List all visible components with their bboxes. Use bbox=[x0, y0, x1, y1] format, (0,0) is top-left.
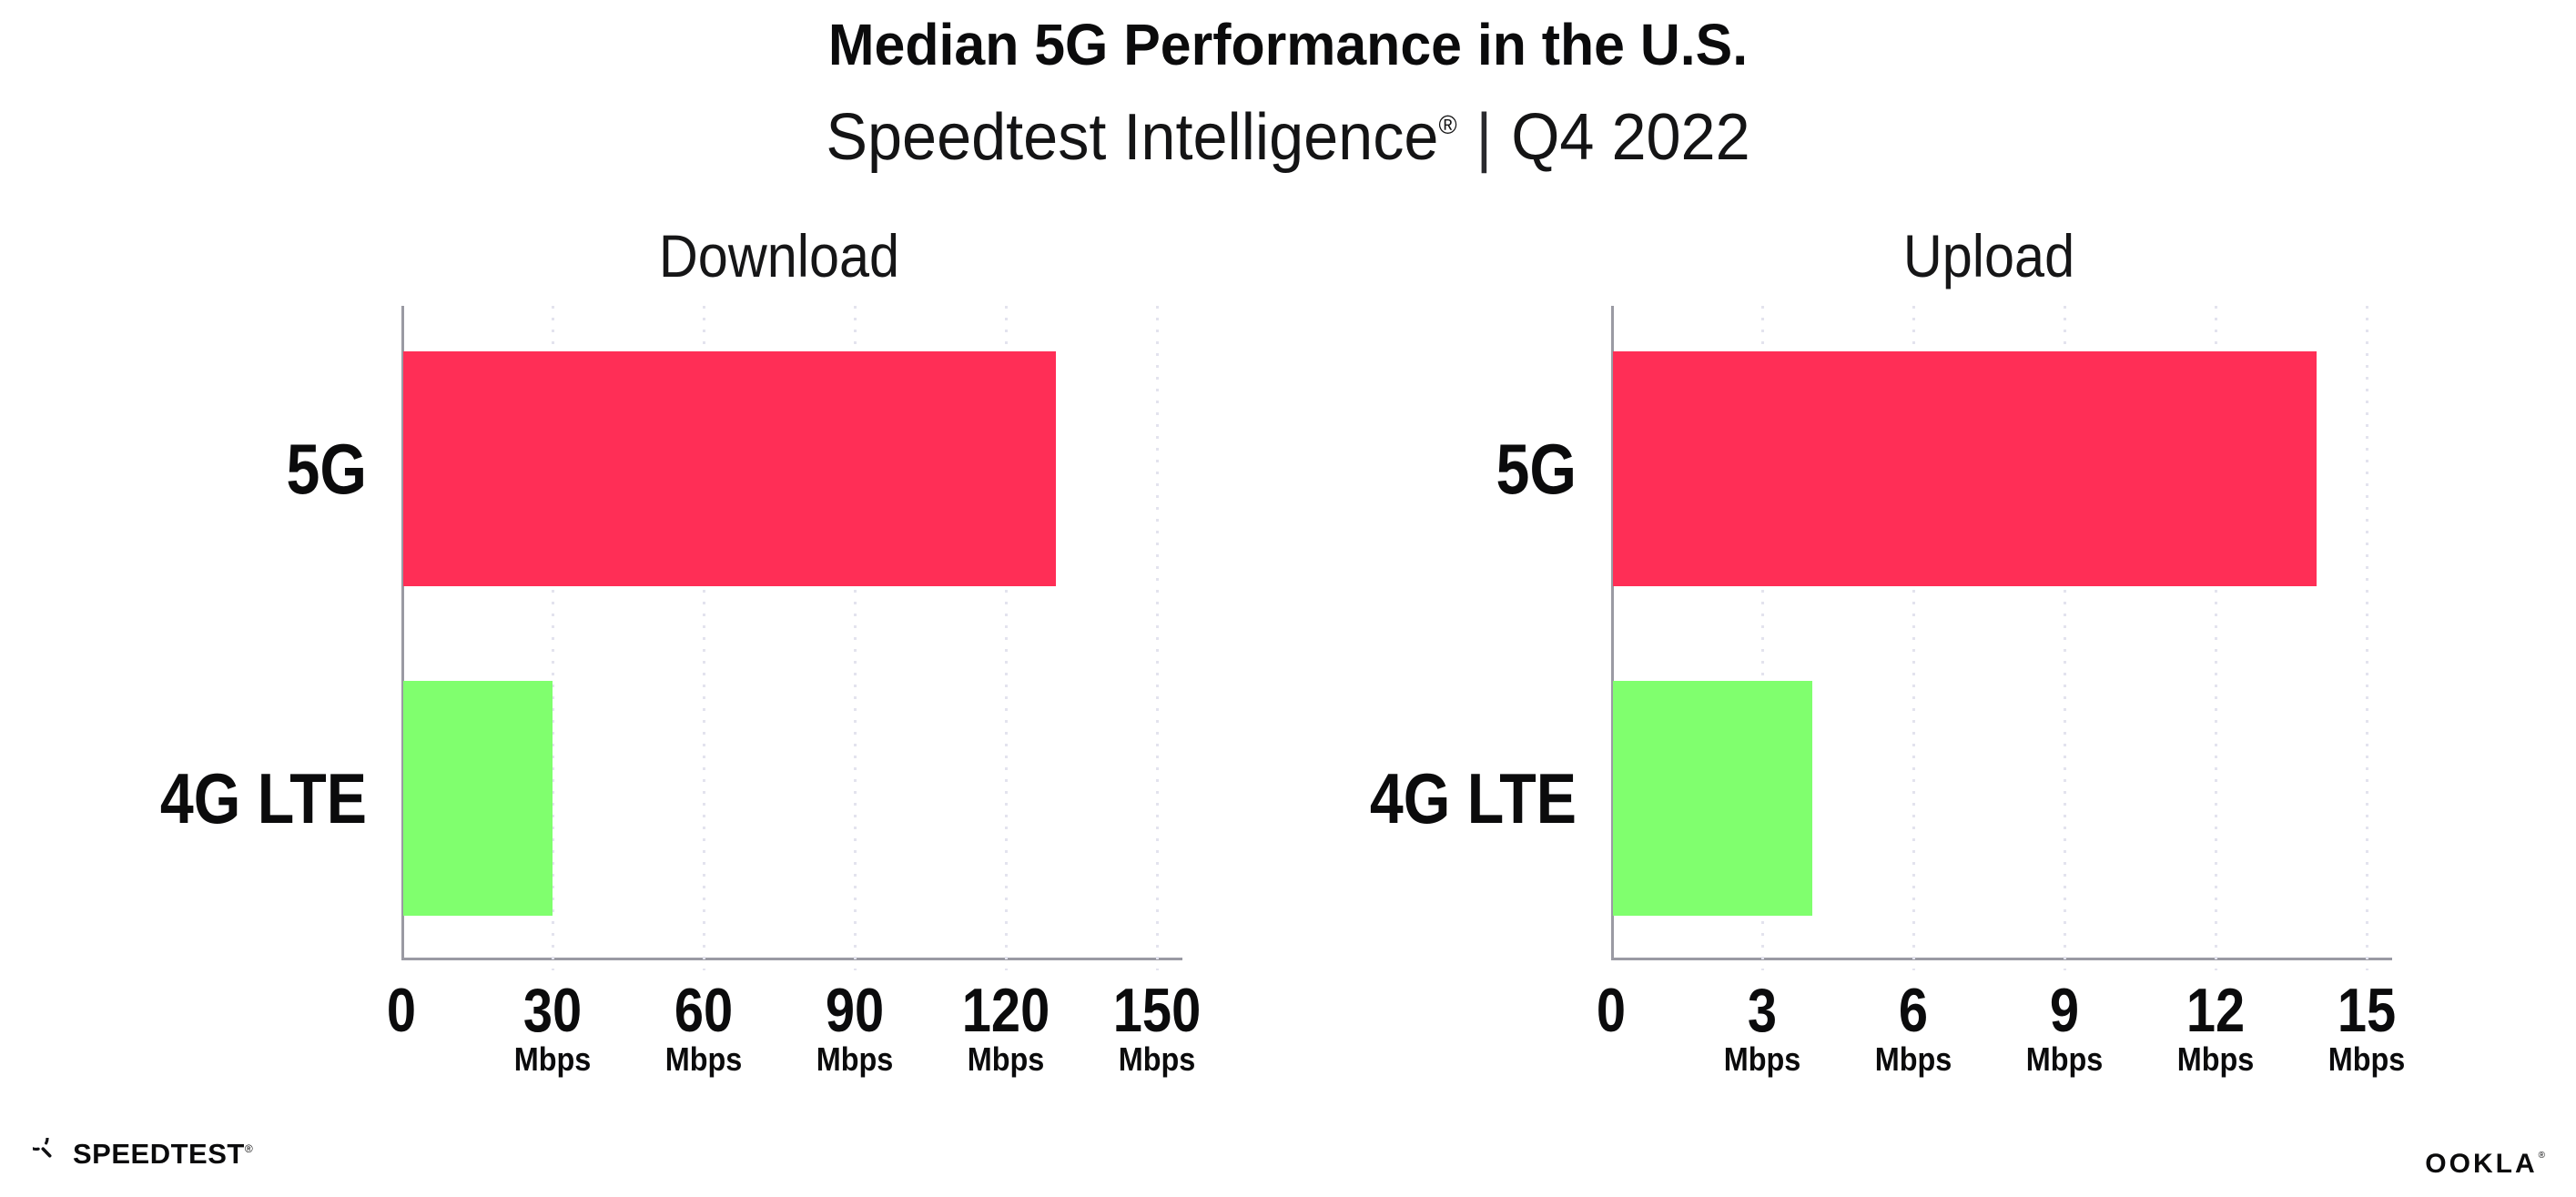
bar-5g-upload bbox=[1613, 351, 2317, 586]
page-title: Median 5G Performance in the U.S. bbox=[827, 12, 1749, 77]
speedtest-registered-icon: ® bbox=[244, 1141, 253, 1155]
bar-4g-lte-download bbox=[403, 681, 553, 916]
xtick-unit-download-30: Mbps bbox=[513, 1040, 592, 1078]
subtitle-period: Q4 2022 bbox=[1511, 101, 1750, 174]
xtick-unit-download-60: Mbps bbox=[664, 1040, 743, 1078]
xtick-download-60: 60 bbox=[674, 976, 734, 1045]
xtick-unit-upload-3: Mbps bbox=[1723, 1040, 1801, 1078]
xtick-upload-12: 12 bbox=[2186, 976, 2246, 1045]
ytick-download-4g-lte: 4G LTE bbox=[159, 758, 367, 838]
x-axis-upload bbox=[1611, 958, 2392, 960]
xtick-unit-download-120: Mbps bbox=[967, 1040, 1045, 1078]
xtick-unit-upload-9: Mbps bbox=[2025, 1040, 2104, 1078]
gridline-upload-15 bbox=[2366, 306, 2368, 970]
subtitle-separator: | bbox=[1476, 101, 1493, 174]
ytick-upload-4g-lte: 4G LTE bbox=[1369, 758, 1577, 838]
xtick-upload-9: 9 bbox=[2049, 976, 2080, 1045]
subtitle-brand: Speedtest Intelligence bbox=[826, 101, 1439, 174]
ytick-upload-5g: 5G bbox=[1496, 429, 1577, 509]
gridline-download-30 bbox=[552, 306, 554, 970]
ytick-download-5g: 5G bbox=[286, 429, 367, 509]
page-subtitle: Speedtest Intelligence® | Q4 2022 bbox=[826, 101, 1750, 174]
speedtest-logo: SPEEDTEST® bbox=[33, 1138, 253, 1169]
y-axis-upload bbox=[1611, 306, 1614, 960]
xtick-download-0: 0 bbox=[386, 976, 417, 1045]
bar-4g-lte-upload bbox=[1613, 681, 1812, 916]
xtick-download-120: 120 bbox=[961, 976, 1050, 1045]
gridline-upload-6 bbox=[1912, 306, 1915, 970]
xtick-unit-download-90: Mbps bbox=[816, 1040, 894, 1078]
xtick-upload-15: 15 bbox=[2337, 976, 2397, 1045]
xtick-unit-upload-12: Mbps bbox=[2176, 1040, 2255, 1078]
gridline-download-90 bbox=[854, 306, 857, 970]
ookla-registered-icon: ® bbox=[2538, 1151, 2545, 1161]
chart-title-upload: Upload bbox=[1902, 222, 2075, 289]
xtick-download-150: 150 bbox=[1112, 976, 1202, 1045]
speedtest-wordmark: SPEEDTEST bbox=[73, 1137, 245, 1170]
y-axis-download bbox=[401, 306, 404, 960]
gridline-download-60 bbox=[703, 306, 705, 970]
gridline-upload-3 bbox=[1761, 306, 1764, 970]
xtick-download-30: 30 bbox=[522, 976, 583, 1045]
ookla-wordmark: OOKLA bbox=[2425, 1149, 2538, 1179]
xtick-unit-download-150: Mbps bbox=[1118, 1040, 1196, 1078]
xtick-upload-0: 0 bbox=[1596, 976, 1627, 1045]
xtick-unit-upload-15: Mbps bbox=[2328, 1040, 2406, 1078]
gridline-upload-9 bbox=[2064, 306, 2066, 970]
ookla-logo: OOKLA ® bbox=[2425, 1151, 2545, 1178]
xtick-upload-3: 3 bbox=[1747, 976, 1778, 1045]
gridline-download-150 bbox=[1156, 306, 1159, 970]
xtick-download-90: 90 bbox=[825, 976, 885, 1045]
xtick-unit-upload-6: Mbps bbox=[1874, 1040, 1952, 1078]
x-axis-download bbox=[401, 958, 1182, 960]
chart-title-download: Download bbox=[658, 222, 900, 289]
gridline-download-120 bbox=[1005, 306, 1008, 970]
registered-trademark-icon: ® bbox=[1438, 111, 1457, 140]
speedtest-gauge-icon bbox=[33, 1138, 52, 1158]
bar-5g-download bbox=[403, 351, 1056, 586]
xtick-upload-6: 6 bbox=[1898, 976, 1929, 1045]
gridline-upload-12 bbox=[2215, 306, 2217, 970]
